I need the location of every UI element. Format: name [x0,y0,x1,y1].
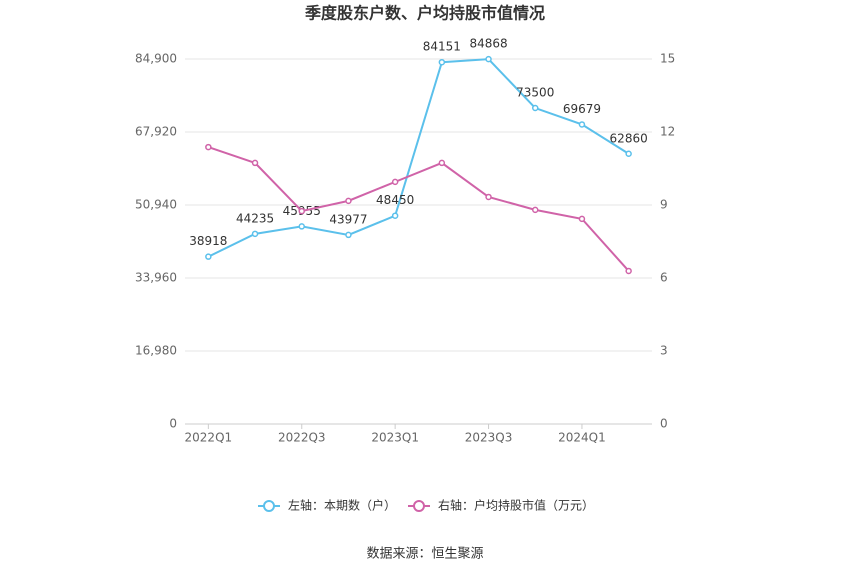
data-point [532,206,539,214]
data-point [438,58,446,66]
data-label: 69679 [563,102,601,116]
data-point [578,215,586,223]
chart-title: 季度股东户数、户均持股市值情况 [304,4,545,23]
data-point [391,178,399,186]
data-point [625,150,632,158]
data-point [298,207,305,215]
x-tick-label: 2023Q1 [371,431,419,445]
y2-tick-label: 6 [660,271,668,285]
data-point [532,104,539,112]
legend-marker [263,500,275,512]
y-tick-label: 67,920 [135,125,177,139]
legend-marker [413,500,425,512]
y2-tick-label: 9 [660,198,668,212]
series-line [207,58,630,258]
series-line [208,146,630,272]
data-point [625,267,632,275]
x-tick-label: 2024Q1 [558,431,606,445]
data-point [345,231,352,239]
data-point [578,121,586,128]
y2-tick-label: 3 [660,344,668,358]
y2-tick-label: 15 [660,52,675,66]
legend-label: 右轴：户均持股市值（万元） [438,498,594,513]
data-label: 44235 [236,211,274,225]
data-label: 62860 [610,131,648,145]
y2-tick-label: 0 [660,417,668,431]
data-point [438,159,446,167]
source-note: 数据来源：恒生聚源 [366,547,483,562]
data-point [205,143,212,151]
data-label: 43977 [329,212,367,226]
data-point [205,253,212,260]
data-label: 73500 [516,86,554,100]
y-tick-label: 33,960 [135,271,177,285]
data-point [345,197,352,205]
data-label: 48450 [376,193,414,207]
x-tick-label: 2022Q1 [185,431,233,445]
data-label: 84151 [423,40,461,54]
y-tick-label: 50,940 [135,198,177,212]
y-tick-label: 16,980 [135,344,177,358]
data-label: 38918 [189,234,227,248]
data-point [485,193,492,201]
data-point [251,230,259,238]
legend-label: 左轴：本期数（户） [288,498,396,513]
data-point [251,159,259,167]
x-tick-label: 2023Q3 [465,431,513,445]
data-point [391,212,399,219]
y2-tick-label: 12 [660,125,675,139]
y-tick-label: 84,900 [135,52,177,66]
data-point [485,55,492,63]
y-tick-label: 0 [169,417,177,431]
data-label: 84868 [469,37,507,51]
data-point [298,223,305,230]
x-tick-label: 2022Q3 [278,431,326,445]
